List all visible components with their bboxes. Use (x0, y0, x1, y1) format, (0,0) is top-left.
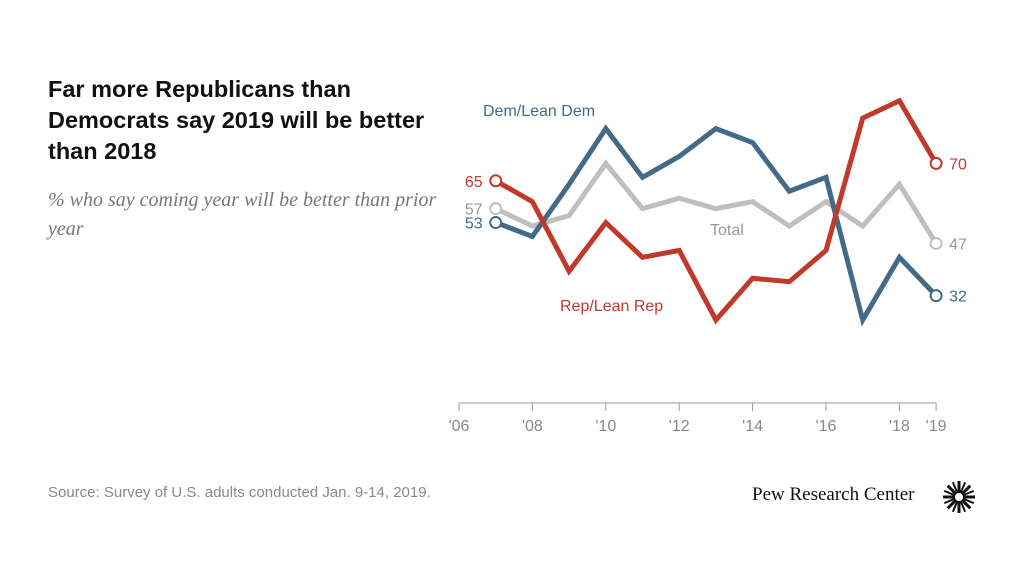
x-tick-label: '10 (595, 418, 616, 435)
chart-subtitle: % who say coming year will be better tha… (48, 189, 437, 240)
endpoint-marker (929, 289, 943, 303)
chart-title: Far more Republicans than Democrats say … (48, 76, 425, 164)
end-value-label: 70 (949, 156, 967, 173)
end-value-label: 47 (949, 236, 967, 253)
x-tick-label: '06 (449, 418, 470, 435)
endpoint-marker (929, 156, 943, 170)
x-tick-label: '08 (522, 418, 543, 435)
series-line-total (494, 159, 939, 245)
endpoint-marker (489, 216, 503, 230)
x-tick-label: '18 (889, 418, 910, 435)
endpoint-marker (489, 202, 503, 216)
pew-sunburst-icon (943, 481, 975, 513)
series-label: Total (710, 222, 744, 239)
start-value-label: 53 (465, 216, 483, 233)
x-tick-label: '14 (742, 418, 763, 435)
start-value-label: 57 (465, 202, 483, 219)
series-line-dem-lean-dem (494, 124, 938, 327)
source-note: Source: Survey of U.S. adults conducted … (48, 484, 431, 501)
x-tick-label: '19 (926, 418, 947, 435)
end-value-label: 32 (949, 289, 967, 306)
endpoint-marker (489, 174, 503, 188)
series-label: Rep/Lean Rep (560, 298, 663, 315)
x-tick-label: '16 (816, 418, 837, 435)
start-value-label: 65 (465, 174, 483, 191)
x-tick-label: '12 (669, 418, 690, 435)
endpoint-marker (929, 236, 943, 250)
brand-name: Pew Research Center (752, 484, 915, 505)
series-line-rep-lean-rep (494, 97, 939, 325)
series-label: Dem/Lean Dem (483, 103, 595, 120)
